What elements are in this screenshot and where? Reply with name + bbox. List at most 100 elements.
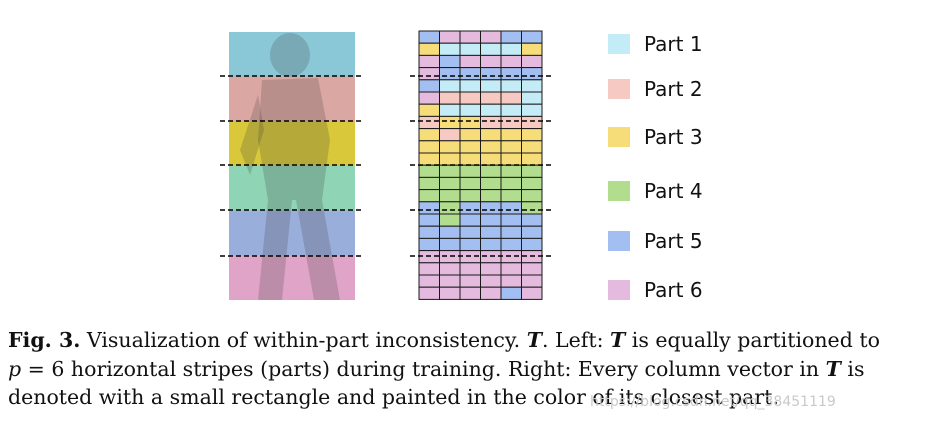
grid-cell xyxy=(500,152,522,166)
grid-cell xyxy=(459,115,481,130)
grid-cell xyxy=(439,237,461,252)
grid-cell xyxy=(500,128,522,142)
grid-cell xyxy=(418,140,440,154)
grid-cell xyxy=(418,213,440,227)
grid-cell xyxy=(480,262,502,276)
grid-cell xyxy=(521,140,543,154)
grid-cell xyxy=(480,103,502,117)
grid-cell xyxy=(439,286,461,300)
grid-cell xyxy=(500,103,522,117)
grid-cell xyxy=(480,79,502,93)
grid-cell xyxy=(480,140,502,154)
grid-cell xyxy=(439,189,461,203)
grid-cell xyxy=(500,189,522,203)
grid-cell xyxy=(418,274,440,288)
grid-cell xyxy=(500,164,522,178)
grid-cell xyxy=(521,115,543,130)
grid-cell xyxy=(418,91,440,105)
grid-cell xyxy=(418,103,440,117)
grid-cell xyxy=(500,140,522,154)
grid-cell xyxy=(459,67,481,81)
grid-cell xyxy=(521,67,543,81)
grid-cell xyxy=(439,201,461,215)
grid-cell xyxy=(439,115,461,130)
grid-cell xyxy=(480,189,502,203)
grid-cell xyxy=(480,128,502,142)
grid-cell xyxy=(500,262,522,276)
grid-cell xyxy=(500,286,522,300)
grid-cell xyxy=(521,189,543,203)
grid-cell xyxy=(521,164,543,178)
grid-cell xyxy=(500,237,522,252)
grid-cell xyxy=(418,237,440,252)
figure-label: Fig. 3. xyxy=(8,328,81,352)
grid-cell xyxy=(480,54,502,69)
legend-label-part-6: Part 6 xyxy=(644,278,703,302)
grid-cell xyxy=(459,128,481,142)
image-stripe-1 xyxy=(229,32,355,78)
grid-cell xyxy=(480,115,502,130)
grid-cell xyxy=(521,213,543,227)
grid-cell xyxy=(418,54,440,69)
grid-cell xyxy=(480,91,502,105)
grid-cell xyxy=(500,225,522,239)
grid-cell xyxy=(418,262,440,276)
grid-cell xyxy=(521,274,543,288)
grid-cell xyxy=(439,67,461,81)
caption-line-3: denoted with a small rectangle and paint… xyxy=(8,385,779,409)
grid-cell xyxy=(459,274,481,288)
grid-cell xyxy=(439,30,461,44)
person-torso-shape xyxy=(258,78,330,200)
person-image-partitioned xyxy=(229,32,355,300)
grid-cell xyxy=(439,225,461,239)
person-head-shape xyxy=(270,33,310,77)
grid-cell xyxy=(521,54,543,69)
legend-label-part-2: Part 2 xyxy=(644,77,703,101)
legend-label-part-5: Part 5 xyxy=(644,229,703,253)
figure-caption: Fig. 3. Visualization of within-part inc… xyxy=(8,326,928,412)
grid-cell xyxy=(418,30,440,44)
grid-cell xyxy=(480,237,502,252)
grid-cell xyxy=(459,152,481,166)
grid-cell xyxy=(459,42,481,56)
grid-cell xyxy=(480,152,502,166)
grid-cell xyxy=(459,201,481,215)
grid-cell xyxy=(500,54,522,69)
figure-illustration xyxy=(220,30,552,300)
grid-cell xyxy=(459,140,481,154)
grid-cell xyxy=(439,274,461,288)
grid-cell xyxy=(439,128,461,142)
grid-cell xyxy=(439,79,461,93)
caption-text-1b: . Left: xyxy=(541,328,611,352)
grid-cell xyxy=(521,128,543,142)
grid-cell xyxy=(418,128,440,142)
math-T: T xyxy=(526,328,542,352)
grid-cell xyxy=(480,42,502,56)
grid-cell xyxy=(418,67,440,81)
grid-cell xyxy=(480,30,502,44)
math-p: p xyxy=(8,356,22,381)
grid-cell xyxy=(480,176,502,191)
math-T: T xyxy=(825,356,841,381)
image-stripe-5 xyxy=(229,210,355,256)
grid-cell xyxy=(459,189,481,203)
grid-cell xyxy=(480,201,502,215)
grid-cell xyxy=(521,91,543,105)
grid-cell xyxy=(439,140,461,154)
grid-cell xyxy=(439,91,461,105)
grid-cell xyxy=(521,201,543,215)
legend-swatch-part-3 xyxy=(608,127,630,147)
grid-cell xyxy=(480,67,502,81)
grid-cell xyxy=(439,176,461,191)
grid-cell xyxy=(418,79,440,93)
person-arm-shape xyxy=(240,95,264,175)
legend-swatch-part-2 xyxy=(608,79,630,99)
grid-cell xyxy=(439,54,461,69)
grid-cell xyxy=(521,79,543,93)
grid-cell xyxy=(521,237,543,252)
grid-cell xyxy=(459,164,481,178)
grid-cell xyxy=(459,262,481,276)
legend-label-part-3: Part 3 xyxy=(644,125,703,149)
caption-text-1c: is equally partitioned to xyxy=(625,328,880,352)
grid-cell xyxy=(521,42,543,56)
